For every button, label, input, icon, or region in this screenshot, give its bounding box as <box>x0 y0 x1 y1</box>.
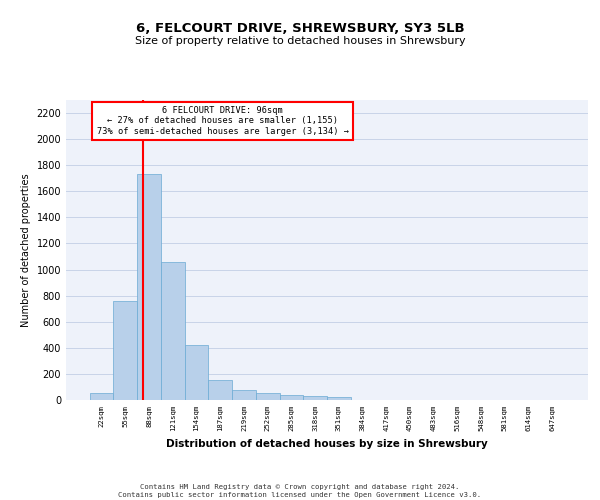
Text: Contains HM Land Registry data © Crown copyright and database right 2024.
Contai: Contains HM Land Registry data © Crown c… <box>118 484 482 498</box>
Bar <box>113 301 137 400</box>
Bar <box>303 396 327 400</box>
Bar <box>327 398 351 400</box>
Text: 6, FELCOURT DRIVE, SHREWSBURY, SY3 5LB: 6, FELCOURT DRIVE, SHREWSBURY, SY3 5LB <box>136 22 464 36</box>
Bar <box>185 345 208 400</box>
Bar <box>280 395 303 400</box>
Bar <box>232 390 256 400</box>
X-axis label: Distribution of detached houses by size in Shrewsbury: Distribution of detached houses by size … <box>166 440 488 450</box>
Y-axis label: Number of detached properties: Number of detached properties <box>21 173 31 327</box>
Bar <box>256 394 280 400</box>
Bar <box>90 393 113 400</box>
Text: Size of property relative to detached houses in Shrewsbury: Size of property relative to detached ho… <box>134 36 466 46</box>
Bar <box>208 380 232 400</box>
Bar <box>137 174 161 400</box>
Text: 6 FELCOURT DRIVE: 96sqm
← 27% of detached houses are smaller (1,155)
73% of semi: 6 FELCOURT DRIVE: 96sqm ← 27% of detache… <box>97 106 349 136</box>
Bar <box>161 262 185 400</box>
